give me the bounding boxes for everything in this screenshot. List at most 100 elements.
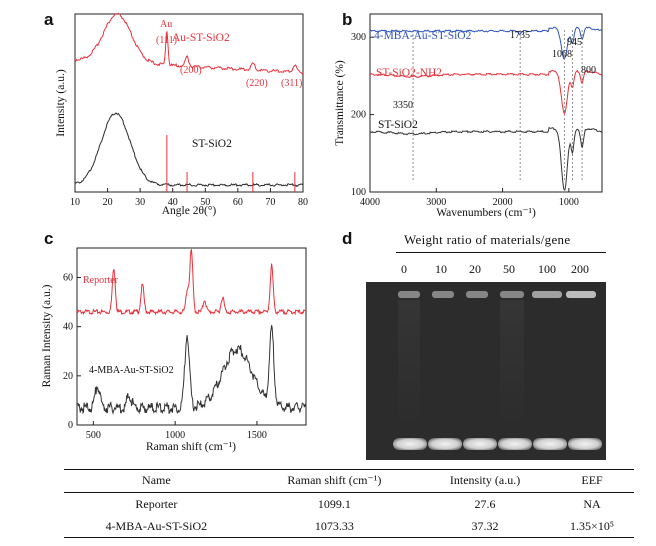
xrd-y-axis-label: Intensity (a.u.): [55, 69, 67, 137]
raman-line-reporter: [76, 248, 307, 316]
ftir-series-label-4-mba: 4-MBA-Au-ST-SiO2: [374, 30, 472, 42]
table-row: Reporter 1099.1 27.6 NA: [64, 493, 634, 516]
gel-well: [500, 291, 524, 298]
gel-well: [398, 291, 420, 298]
raman-y-tick-label: 60: [63, 273, 73, 284]
table-cell: 1073.33: [248, 515, 421, 538]
ftir-peak-label-945: 945: [567, 37, 582, 48]
xrd-x-tick-label: 50: [200, 197, 210, 208]
table-cell: 1099.1: [317, 497, 351, 511]
panel-letter-b: b: [342, 10, 353, 29]
ftir-y-tick-label: 200: [351, 110, 366, 121]
xrd-peak-label-200: (200): [180, 65, 202, 76]
ftir-line-st-sio2-nh2: [369, 69, 603, 115]
gel-well: [566, 291, 596, 298]
xrd-peak-label-au: Au: [160, 19, 172, 30]
ftir-x-tick-label: 2000: [493, 197, 513, 208]
xrd-peak-label-311: (311): [281, 78, 302, 89]
ftir-peak-label-800: 800: [581, 65, 596, 76]
xrd-x-tick-label: 80: [298, 197, 308, 208]
gel-lane-label-200: 200: [571, 262, 589, 276]
xrd-series-label-st-sio2: ST-SiO2: [192, 138, 232, 150]
gel-title: Weight ratio of materials/gene: [404, 232, 571, 247]
raman-x-tick-label: 500: [86, 430, 101, 441]
panel-letter-d: d: [342, 229, 353, 248]
xrd-line-st-sio2: [74, 112, 304, 188]
gel-well: [466, 291, 488, 298]
raman-x-axis-label: Raman shift (cm⁻¹): [146, 441, 236, 453]
ftir-line-st-sio2: [369, 126, 603, 191]
xrd-peak-label-111: (111): [156, 35, 177, 46]
raman-plot-frame: [76, 247, 307, 426]
panel-letter-c: c: [44, 229, 54, 248]
ftir-y-axis-label: Transmittance (%): [334, 60, 346, 146]
ftir-series-label-nh2: ST-SiO2-NH2: [376, 67, 442, 79]
gel-lane-label-0: 0: [401, 262, 407, 276]
ftir-y-tick-label: 300: [351, 32, 366, 43]
ftir-peak-label-1068: 1068: [552, 49, 572, 60]
gel-smear: [500, 300, 524, 430]
panel-letter-a: a: [44, 10, 54, 29]
xrd-x-tick-label: 30: [135, 197, 145, 208]
xrd-line-au-st-sio2: [74, 12, 304, 75]
ftir-y-tick-label: 100: [351, 187, 366, 198]
ftir-plot-frame: [369, 13, 603, 193]
raman-y-axis-label: Raman Intensity (a.u.): [41, 284, 53, 387]
table-cell: 37.32: [420, 515, 551, 538]
xrd-series-label-au-st-sio2: Au-ST-SiO2: [172, 32, 230, 44]
gel-image: [366, 282, 606, 460]
table-header-name: Name: [64, 469, 249, 493]
ftir-series-label-st-sio2: ST-SiO2: [378, 119, 418, 131]
xrd-x-tick-label: 10: [70, 197, 80, 208]
table-cell: Reporter: [135, 497, 178, 511]
xrd-peak-label-220: (220): [246, 78, 268, 89]
table-cell: 1.35×10⁵: [550, 515, 634, 538]
table-cell: NA: [583, 497, 601, 511]
gel-band: [533, 438, 567, 450]
ftir-peak-label-1735: 1735: [510, 30, 530, 41]
ftir-x-tick-label: 3000: [426, 197, 446, 208]
gel-lane-label-50: 50: [503, 262, 515, 276]
gel-band: [393, 438, 427, 450]
raman-y-tick-label: 20: [63, 371, 73, 382]
table-cell: 27.6: [474, 497, 496, 511]
xrd-x-tick-label: 20: [103, 197, 113, 208]
xrd-plot-frame: [74, 13, 304, 193]
ftir-peak-label-3350: 3350: [393, 100, 413, 111]
table-header-row: Name Raman shift (cm⁻¹) Intensity (a.u.)…: [64, 469, 634, 493]
gel-title-underline: [396, 252, 606, 253]
table-header-eef: EEF: [550, 469, 634, 493]
ftir-chart: 4000 3000 2000 1000 100 200 300 4-MBA-Au-ST-Si…: [334, 13, 603, 219]
xrd-x-tick-label: 60: [233, 197, 243, 208]
raman-chart: 500 1000 1500 0 20 40 60 Reporter 4-MBA-Au-ST-…: [41, 247, 307, 453]
gel-band: [498, 438, 532, 450]
gel-band: [428, 438, 462, 450]
ftir-x-tick-label: 4000: [360, 197, 380, 208]
xrd-chart: 10 20 30 40 50 60 70 80 Au-ST-SiO2 ST-SiO2 Au (…: [55, 12, 308, 217]
ftir-x-tick-label: 1000: [559, 197, 579, 208]
gel-smear: [398, 300, 420, 430]
table-header-raman-shift: Raman shift (cm⁻¹): [248, 469, 421, 493]
raman-summary-table: Name Raman shift (cm⁻¹) Intensity (a.u.)…: [64, 469, 634, 538]
ftir-line-4-mba-au-st-sio2: [369, 26, 603, 60]
raman-series-label-4-mba: 4-MBA-Au-ST-SiO2: [89, 365, 174, 376]
xrd-x-tick-label: 40: [168, 197, 178, 208]
gel-lane-label-20: 20: [469, 262, 481, 276]
table-row: 4-MBA-Au-ST-SiO2 1073.33 37.32 1.35×10⁵: [64, 515, 634, 538]
gel-well: [532, 291, 562, 298]
gel-lane-label-10: 10: [435, 262, 447, 276]
raman-x-tick-label: 1000: [165, 430, 185, 441]
table-cell: 4-MBA-Au-ST-SiO2: [64, 515, 249, 538]
raman-series-label-reporter: Reporter: [83, 275, 119, 286]
gel-band: [568, 438, 602, 450]
raman-y-tick-label: 0: [68, 420, 73, 431]
xrd-x-axis-label: Angle 2θ(°): [162, 205, 217, 217]
ftir-x-axis-label: Wavenumbers (cm⁻¹): [436, 207, 536, 219]
table-header-intensity: Intensity (a.u.): [420, 469, 551, 493]
xrd-x-tick-label: 70: [265, 197, 275, 208]
gel-well: [432, 291, 454, 298]
raman-line-4-mba-au-st-sio2: [76, 325, 307, 415]
gel-lane-label-100: 100: [538, 262, 556, 276]
gel-band: [463, 438, 497, 450]
raman-y-tick-label: 40: [63, 322, 73, 333]
